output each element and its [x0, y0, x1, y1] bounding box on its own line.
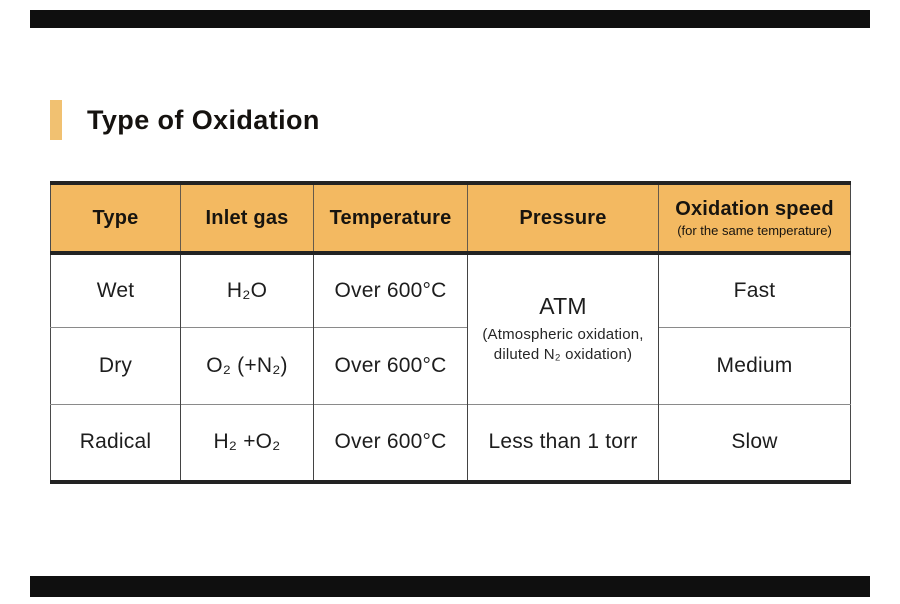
pressure-detail-line1: (Atmospheric oxidation, [482, 326, 644, 343]
cell-type: Radical [50, 403, 181, 482]
column-header-oxidation-speed-label: Oxidation speed [675, 198, 834, 220]
title-accent-bar [50, 100, 62, 140]
pressure-detail-text: (Atmospheric oxidation, diluted N₂ oxida… [468, 325, 658, 366]
column-header-pressure: Pressure [467, 183, 659, 255]
column-header-oxidation-speed: Oxidation speed (for the same temperatur… [658, 183, 851, 255]
bottom-divider-bar [30, 576, 870, 597]
column-header-oxidation-speed-sublabel: (for the same temperature) [677, 223, 832, 238]
cell-inlet-gas: H₂O [180, 252, 314, 327]
cell-temperature: Over 600°C [313, 252, 468, 327]
cell-oxidation-speed: Slow [658, 403, 851, 482]
column-header-temperature: Temperature [313, 183, 468, 255]
table-header-row: Type Inlet gas Temperature Pressure Oxid… [50, 183, 851, 255]
cell-oxidation-speed: Fast [658, 252, 851, 327]
cell-type: Wet [50, 252, 181, 327]
pressure-detail-line2: diluted N₂ oxidation) [493, 346, 633, 364]
pressure-main-value: ATM [539, 293, 587, 319]
cell-oxidation-speed: Medium [658, 326, 851, 404]
table-row-dry: Dry O₂ (+N₂) Over 600°C Medium [50, 326, 851, 404]
page-title-block: Type of Oxidation [50, 100, 320, 140]
cell-pressure: Less than 1 torr [467, 403, 659, 482]
cell-pressure-merged: ATM (Atmospheric oxidation, diluted N₂ o… [467, 252, 659, 404]
top-divider-bar [30, 10, 870, 28]
oxidation-table: Type Inlet gas Temperature Pressure Oxid… [50, 181, 851, 484]
column-header-inlet-gas: Inlet gas [180, 183, 314, 255]
table-row-radical: Radical H₂ +O₂ Over 600°C Less than 1 to… [50, 403, 851, 482]
cell-inlet-gas: H₂ +O₂ [180, 403, 314, 482]
cell-inlet-gas: O₂ (+N₂) [180, 326, 314, 404]
cell-type: Dry [50, 326, 181, 404]
column-header-type: Type [50, 183, 181, 255]
page-title: Type of Oxidation [87, 104, 320, 135]
cell-temperature: Over 600°C [313, 326, 468, 404]
cell-temperature: Over 600°C [313, 403, 468, 482]
table-row-wet: Wet H₂O Over 600°C ATM (Atmospheric oxid… [50, 252, 851, 404]
